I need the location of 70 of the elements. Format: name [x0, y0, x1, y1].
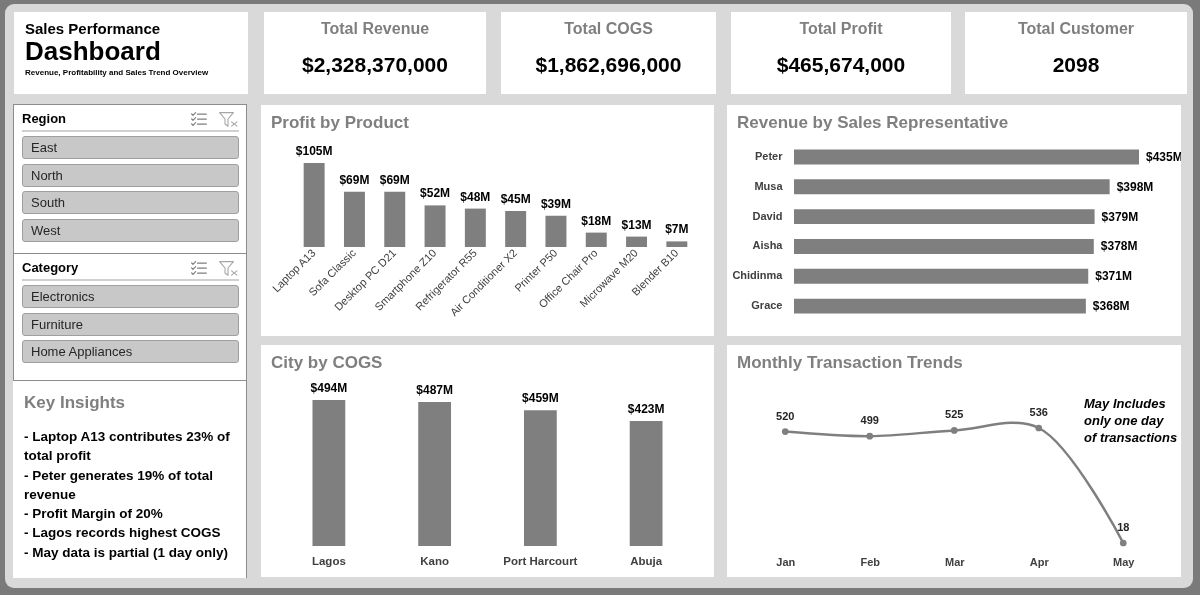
- y-tick-label: David: [752, 209, 783, 222]
- text: - Laptop A13 contributes 23% of total profit: [24, 429, 230, 464]
- data-label: $69M: [379, 172, 410, 187]
- data-label: $398M: [1116, 179, 1154, 194]
- text: $2,328,370,000: [302, 53, 448, 76]
- text: Total Revenue: [320, 20, 430, 37]
- data-label: 18: [1117, 521, 1130, 533]
- text: Revenue, Profitability and Sales Trend Overview: [25, 68, 209, 77]
- data-label: $379M: [1101, 209, 1139, 224]
- x-tick-label: Apr: [1029, 555, 1050, 568]
- filter-button: East: [22, 136, 239, 159]
- filter-button: Electronics: [22, 285, 239, 308]
- data-label: $105M: [295, 144, 333, 158]
- data-label: 536: [1029, 406, 1048, 418]
- data-label: $368M: [1092, 299, 1130, 314]
- data-label: $7M: [665, 222, 689, 237]
- x-tick-label: Port Harcourt: [503, 554, 578, 567]
- text: - Profit Margin of 20%: [24, 506, 163, 522]
- x-tick-label: Jan: [776, 555, 796, 568]
- y-tick-label: Musa: [754, 179, 784, 192]
- filter-button: Furniture: [22, 312, 239, 336]
- data-label: 520: [776, 409, 795, 422]
- y-tick-label: Peter: [754, 149, 784, 162]
- y-tick-label: Chidinma: [732, 269, 784, 282]
- text: Total Customer: [1017, 20, 1135, 37]
- data-label: $378M: [1100, 239, 1138, 254]
- data-label: $459M: [522, 391, 559, 406]
- x-tick-label: Abuja: [630, 554, 663, 567]
- annotation: May Includes only one day of transactions: [1084, 396, 1178, 445]
- text: Category: [22, 260, 79, 275]
- chart-title: City by COGS: [271, 353, 383, 372]
- data-label: $18M: [581, 213, 612, 228]
- data-label: $13M: [621, 217, 652, 232]
- text: - Peter generates 19% of total revenue: [24, 467, 214, 502]
- data-label: $52M: [420, 186, 451, 201]
- text: - Lagos records highest COGS: [24, 525, 221, 541]
- data-label: $371M: [1095, 269, 1132, 284]
- x-tick-label: Mar: [944, 555, 966, 568]
- x-tick-label: Feb: [860, 555, 881, 568]
- chart-title: Profit by Product: [271, 113, 409, 132]
- text: $465,674,000: [776, 53, 906, 76]
- chart-title: Monthly Transaction Trends: [737, 353, 963, 372]
- text: Total Profit: [799, 20, 883, 37]
- data-label: 525: [945, 408, 964, 421]
- y-tick-label: Aisha: [752, 239, 784, 252]
- text: $1,862,696,000: [535, 53, 682, 76]
- filter-button: North: [22, 163, 239, 187]
- text: Sales Performance Dashboard: [25, 20, 161, 66]
- data-label: $494M: [310, 381, 348, 395]
- text: 2098: [1052, 53, 1100, 76]
- text: - May data is partial (1 day only): [24, 544, 229, 560]
- data-label: $487M: [416, 383, 453, 398]
- data-label: $435M: [1146, 149, 1183, 164]
- x-tick-label: Kano: [420, 554, 449, 567]
- filter-button: Home Appliances: [22, 340, 239, 363]
- data-label: $45M: [500, 192, 531, 206]
- text: Region: [22, 111, 67, 126]
- filter-button: West: [22, 218, 239, 242]
- chart-title: Revenue by Sales Representative: [737, 113, 1009, 132]
- data-label: 499: [860, 414, 879, 427]
- data-label: $69M: [339, 172, 370, 187]
- data-label: $423M: [627, 401, 665, 416]
- y-tick-label: Grace: [751, 299, 783, 312]
- data-label: $39M: [540, 196, 571, 211]
- filter-button: South: [22, 191, 239, 214]
- data-label: $48M: [460, 189, 491, 204]
- x-tick-label: May: [1113, 555, 1136, 568]
- text: Key Insights: [24, 393, 126, 412]
- text: Total COGS: [564, 20, 653, 37]
- x-tick-label: Lagos: [311, 554, 346, 567]
